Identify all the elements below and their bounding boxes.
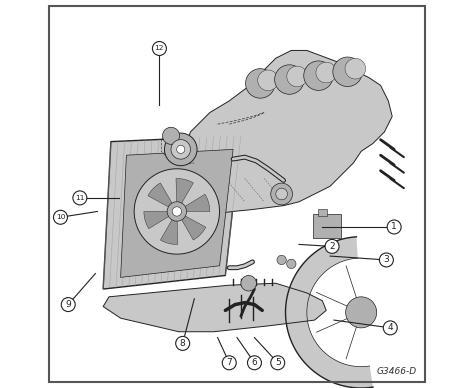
Polygon shape	[184, 194, 210, 211]
Polygon shape	[285, 237, 373, 388]
Circle shape	[163, 127, 180, 144]
Circle shape	[271, 183, 292, 205]
Polygon shape	[103, 136, 241, 289]
Circle shape	[271, 356, 285, 370]
Circle shape	[171, 140, 191, 159]
Polygon shape	[171, 50, 392, 213]
Circle shape	[246, 69, 275, 98]
Polygon shape	[160, 219, 178, 244]
Circle shape	[61, 298, 75, 312]
Text: 3: 3	[383, 255, 389, 265]
Circle shape	[387, 220, 401, 234]
Text: 5: 5	[275, 358, 281, 367]
Circle shape	[247, 356, 262, 370]
Circle shape	[316, 62, 337, 83]
Text: 4: 4	[387, 323, 393, 333]
Polygon shape	[148, 183, 173, 208]
Circle shape	[73, 191, 87, 205]
Text: 8: 8	[180, 339, 185, 348]
Circle shape	[54, 210, 67, 224]
Circle shape	[258, 70, 278, 91]
Text: 1: 1	[391, 222, 397, 232]
FancyBboxPatch shape	[313, 214, 341, 238]
Circle shape	[277, 255, 286, 265]
Circle shape	[164, 133, 197, 166]
Text: 12: 12	[155, 45, 164, 52]
Circle shape	[274, 65, 304, 94]
Circle shape	[287, 66, 308, 87]
Polygon shape	[103, 283, 326, 332]
Circle shape	[153, 42, 166, 55]
Polygon shape	[181, 215, 206, 240]
Polygon shape	[0, 91, 38, 328]
Circle shape	[345, 58, 365, 79]
Polygon shape	[144, 211, 170, 229]
Polygon shape	[120, 149, 233, 277]
Circle shape	[241, 275, 256, 291]
Circle shape	[304, 61, 333, 90]
Polygon shape	[176, 178, 193, 204]
Circle shape	[134, 169, 219, 254]
Circle shape	[346, 297, 377, 328]
Text: 2: 2	[329, 242, 335, 251]
Circle shape	[276, 188, 287, 200]
Circle shape	[177, 145, 185, 154]
Circle shape	[167, 202, 187, 221]
Circle shape	[333, 57, 362, 87]
Text: 7: 7	[227, 358, 232, 367]
Text: 10: 10	[56, 214, 65, 220]
Text: 11: 11	[75, 195, 85, 201]
Circle shape	[383, 321, 397, 335]
Circle shape	[287, 259, 296, 268]
Text: 6: 6	[252, 358, 257, 367]
FancyBboxPatch shape	[318, 209, 327, 216]
Circle shape	[176, 336, 190, 350]
Circle shape	[325, 239, 339, 253]
Circle shape	[379, 253, 393, 267]
Text: G3466-D: G3466-D	[376, 367, 416, 376]
Circle shape	[172, 207, 182, 216]
Text: 9: 9	[65, 300, 71, 309]
Circle shape	[222, 356, 236, 370]
